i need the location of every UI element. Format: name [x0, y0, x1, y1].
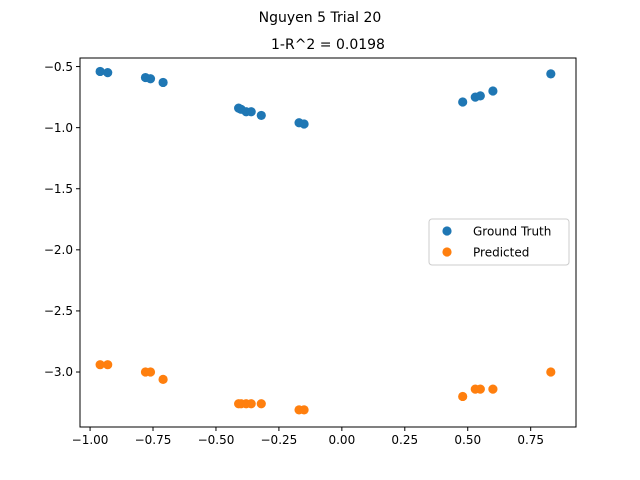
point-predicted-8: [246, 399, 256, 409]
point-predicted-3: [145, 367, 156, 377]
point-predicted-12: [458, 391, 468, 402]
x-tick-label: −0.25: [261, 433, 298, 447]
legend-marker-predicted: [442, 247, 452, 257]
point-ground-truth-3: [145, 74, 156, 84]
point-predicted-16: [546, 367, 556, 377]
point-ground-truth-15: [488, 86, 498, 96]
legend-box: [428, 218, 570, 266]
x-tick-label: 0.25: [391, 433, 418, 447]
y-tick-label: −2.5: [44, 304, 73, 318]
y-tick-label: −1.0: [44, 121, 73, 135]
point-predicted-11: [299, 405, 309, 415]
point-predicted-4: [158, 374, 168, 384]
point-ground-truth-4: [158, 77, 168, 88]
point-ground-truth-11: [299, 119, 309, 129]
point-predicted-15: [488, 384, 498, 394]
y-tick-label: −1.5: [44, 182, 73, 196]
legend: Ground Truth Predicted: [428, 218, 570, 266]
x-tick-label: −0.75: [135, 433, 172, 447]
point-ground-truth-12: [458, 97, 468, 107]
point-predicted-0: [95, 360, 105, 370]
x-axis-ticks: −1.00 −0.75 −0.50 −0.25 0.00 0.25 0.50 0.75: [72, 427, 544, 447]
point-ground-truth-9: [256, 110, 266, 121]
point-ground-truth-16: [546, 69, 556, 79]
x-tick-label: 0.00: [328, 433, 355, 447]
axes-frame: [79, 57, 577, 428]
figure-suptitle: Nguyen 5 Trial 20: [259, 10, 382, 26]
point-predicted-14: [475, 384, 485, 394]
point-ground-truth-1: [103, 68, 113, 78]
legend-label-ground-truth: Ground Truth: [473, 225, 551, 239]
data-points: [95, 66, 556, 415]
x-tick-label: −1.00: [72, 433, 109, 447]
point-ground-truth-0: [95, 66, 105, 77]
point-ground-truth-8: [246, 107, 256, 117]
point-predicted-1: [103, 360, 113, 370]
y-axis-ticks: −0.5 −1.0 −1.5 −2.0 −2.5 −3.0: [44, 60, 80, 379]
x-tick-label: 0.75: [517, 433, 544, 447]
legend-marker-ground-truth: [442, 226, 452, 236]
legend-label-predicted: Predicted: [473, 246, 529, 260]
x-tick-label: −0.50: [198, 433, 235, 447]
y-tick-label: −0.5: [44, 60, 73, 74]
y-tick-label: −3.0: [44, 365, 73, 379]
point-ground-truth-14: [475, 91, 485, 101]
y-tick-label: −2.0: [44, 243, 73, 257]
point-predicted-9: [256, 399, 266, 409]
x-tick-label: 0.50: [454, 433, 481, 447]
axes-title: 1-R^2 = 0.0198: [271, 37, 385, 53]
